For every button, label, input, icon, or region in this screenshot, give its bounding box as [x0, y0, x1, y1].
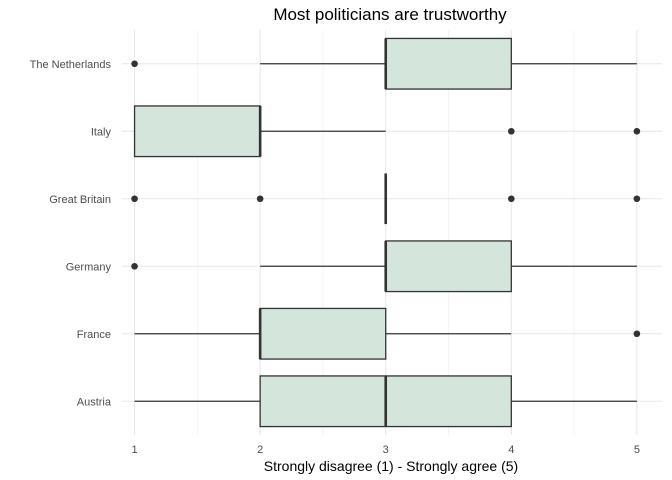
- x-tick-label: 1: [131, 444, 137, 456]
- grid: [122, 30, 662, 435]
- outlier-point: [131, 60, 138, 68]
- y-tick-label: Austria: [77, 396, 112, 408]
- outlier-point: [508, 195, 515, 203]
- box-iqr: [133, 105, 261, 158]
- box-italy: [133, 105, 641, 158]
- box-iqr: [259, 307, 387, 360]
- boxes: [131, 37, 641, 428]
- outlier-point: [633, 195, 641, 203]
- y-tick-label: Great Britain: [49, 194, 111, 206]
- box-austria: [134, 375, 637, 428]
- x-tick-label: 3: [383, 444, 389, 456]
- outlier-point: [131, 195, 138, 203]
- box-great-britain: [131, 173, 641, 225]
- box-germany: [131, 240, 637, 293]
- x-tick-label: 5: [634, 444, 640, 456]
- y-axis-tick-labels: The Netherlands Italy Great Britain Germany…: [30, 59, 112, 409]
- box-the-netherlands: [131, 37, 637, 90]
- y-tick-label: Germany: [66, 261, 112, 273]
- box-iqr: [385, 37, 512, 90]
- chart-title: Most politicians are trustworthy: [273, 5, 507, 24]
- y-tick-label: The Netherlands: [30, 59, 112, 71]
- box-iqr: [385, 240, 512, 293]
- y-tick-label: Italy: [91, 126, 112, 138]
- x-tick-label: 2: [257, 444, 263, 456]
- outlier-point: [508, 127, 515, 135]
- y-tick-label: France: [77, 329, 111, 341]
- outlier-point: [633, 330, 641, 338]
- x-axis-tick-labels: 1 2 3 4 5: [131, 444, 639, 456]
- outlier-point: [131, 262, 138, 270]
- box-france: [134, 307, 641, 360]
- outlier-point: [633, 127, 641, 135]
- outlier-point: [256, 195, 264, 203]
- x-axis-label: Strongly disagree (1) - Strongly agree (…: [264, 458, 518, 474]
- x-tick-label: 4: [508, 444, 514, 456]
